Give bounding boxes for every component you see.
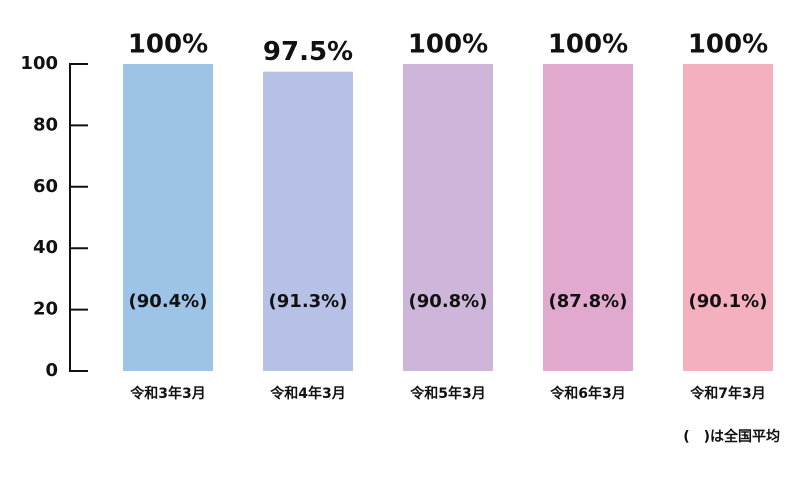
x-tick-label: 令和5年3月 (409, 385, 485, 402)
average-label: (91.3%) (269, 291, 348, 312)
value-label: 100% (688, 30, 768, 60)
y-tick-label: 100 (20, 53, 58, 74)
bar (543, 64, 633, 371)
value-label: 100% (548, 30, 628, 60)
x-tick-label: 令和3年3月 (129, 385, 205, 402)
x-tick-label: 令和7年3月 (689, 385, 765, 402)
x-tick-label: 令和4年3月 (269, 385, 345, 402)
value-label: 100% (128, 30, 208, 60)
y-tick-label: 40 (33, 237, 58, 258)
average-label: (90.4%) (129, 291, 208, 312)
value-label: 100% (408, 30, 488, 60)
y-tick-label: 20 (33, 299, 58, 320)
value-label: 97.5% (263, 37, 353, 67)
bar (263, 71, 353, 372)
average-label: (87.8%) (549, 291, 628, 312)
average-label: (90.8%) (409, 291, 488, 312)
y-tick-label: 80 (33, 114, 58, 135)
y-tick-label: 0 (45, 360, 58, 381)
bar (683, 64, 773, 371)
y-tick-label: 60 (33, 176, 58, 197)
note: ( )は全国平均 (683, 428, 780, 445)
bar (123, 64, 213, 371)
bar (403, 64, 493, 371)
average-label: (90.1%) (689, 291, 768, 312)
x-tick-label: 令和6年3月 (549, 385, 625, 402)
